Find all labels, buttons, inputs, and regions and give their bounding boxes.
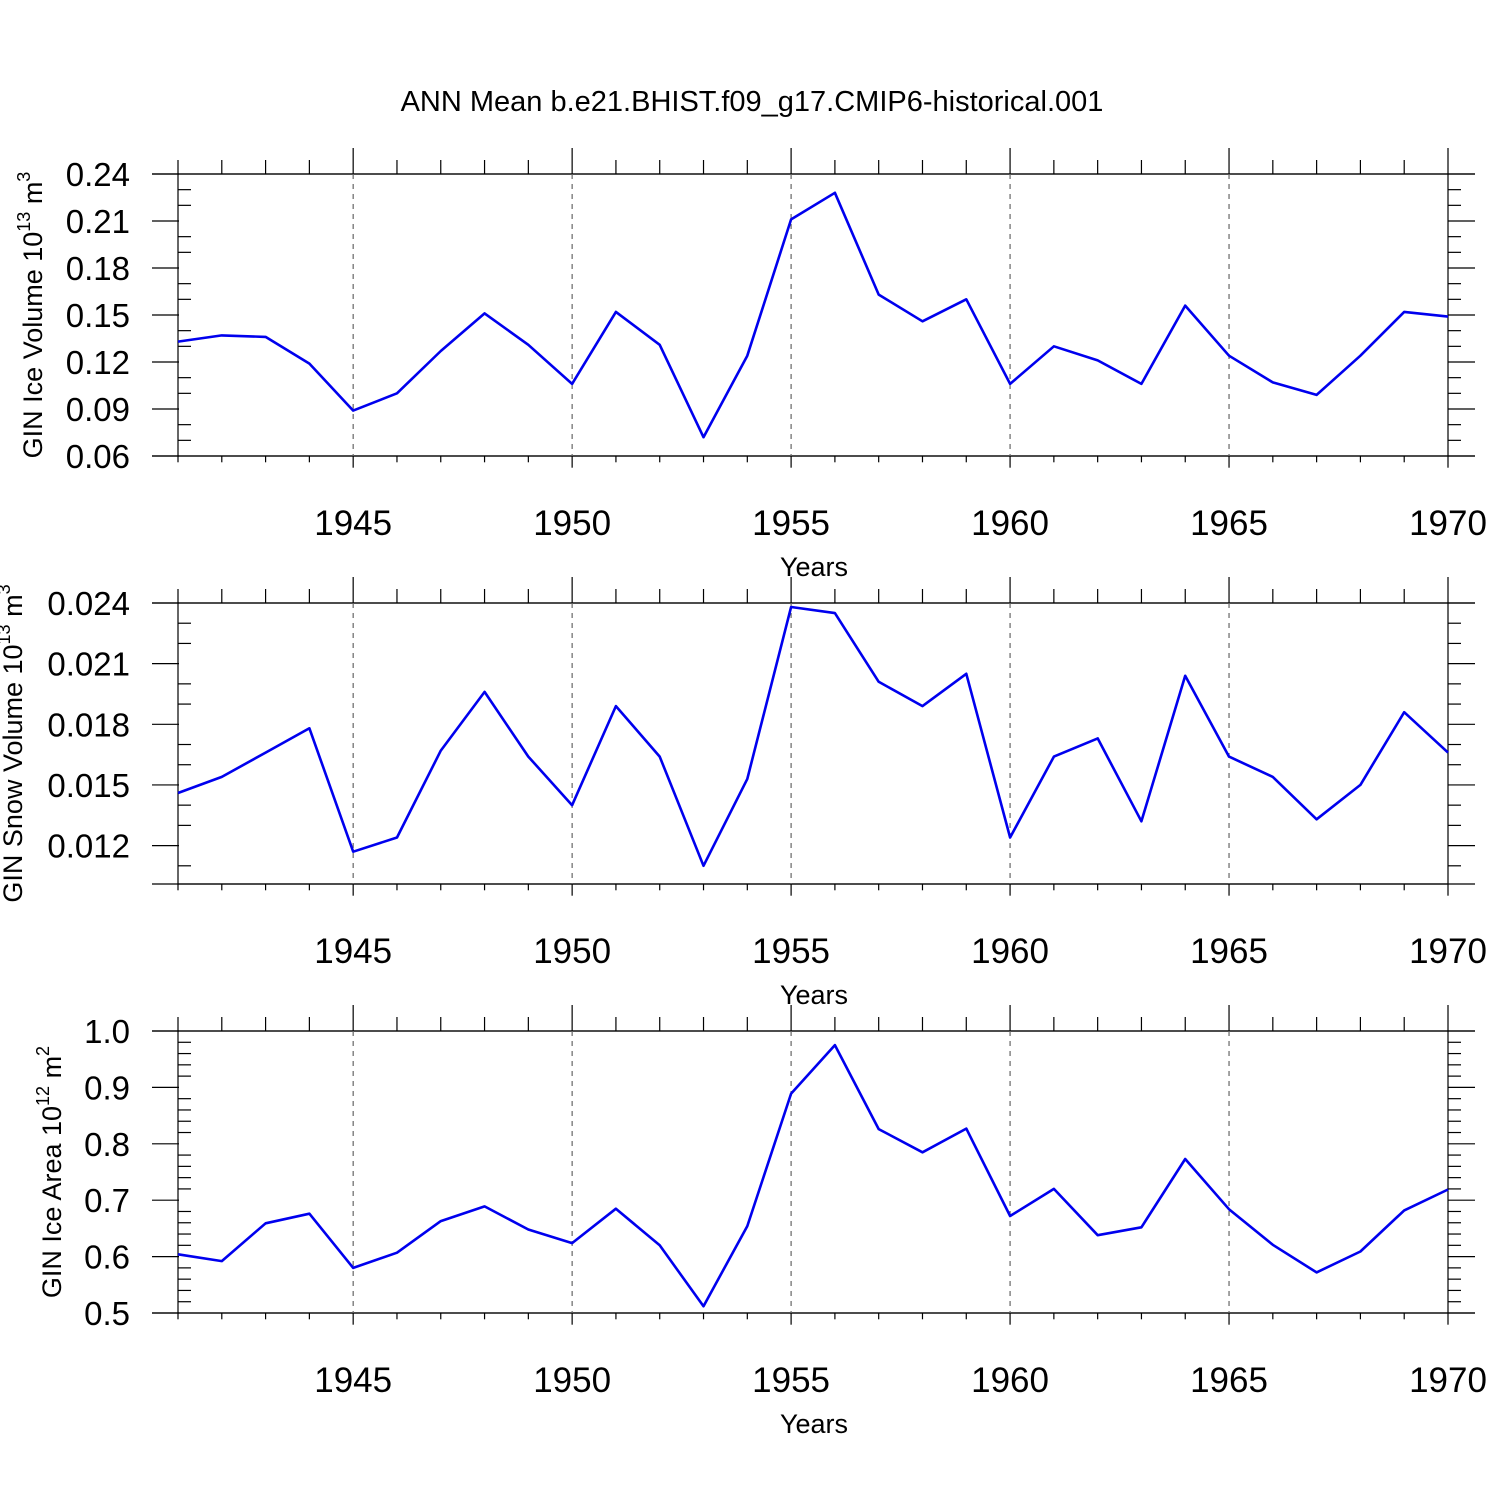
panel-3: 1945 1950 1955 1960 1965 1970 Years 0.5 0.6 0.7 0.… [33,1005,1487,1439]
panels: 1945 1950 1955 1960 1965 1970 Years 0.06 0.09 0.1… [0,148,1487,1439]
y-axis-title: GIN Snow Volume 1013 m3 [0,584,28,902]
y-tick-label: 0.018 [47,706,130,743]
y-tick-label: 0.6 [84,1239,130,1276]
y-tick-label: 0.8 [84,1126,130,1163]
x-tick-label: 1965 [1190,1361,1268,1400]
y-tick-label: 0.24 [66,156,130,193]
y-tick-label: 0.7 [84,1182,130,1219]
series-line [177,191,1449,439]
x-tick-label: 1960 [971,1361,1049,1400]
y-tick-label: 0.015 [47,767,130,804]
y-axis-title-part: m [0,594,28,624]
x-tick-label: 1970 [1409,932,1487,971]
y-tick-label: 0.18 [66,250,130,287]
y-tick-label: 0.21 [66,203,130,240]
chart-title: ANN Mean b.e21.BHIST.f09_g17.CMIP6-histo… [401,86,1104,118]
y-axis-title-exponent: 2 [33,1046,53,1056]
series-line [177,1043,1449,1308]
y-tick-label: 0.024 [47,585,130,622]
y-tick-label: 1.0 [84,1013,130,1050]
x-axis-title: Years [780,1409,848,1439]
x-tick-label: 1955 [752,1361,830,1400]
y-tick-label: 0.06 [66,438,130,475]
panel-2: 1945 1950 1955 1960 1965 1970 Years 0.012 0.015 0… [0,577,1487,1010]
y-axis-title-exponent: 3 [14,172,34,182]
y-axis-title-part: m [18,182,48,212]
x-tick-label: 1945 [314,1361,392,1400]
y-tick-label: 0.15 [66,297,130,334]
y-axis-title-exponent: 12 [33,1086,53,1106]
x-tick-label: 1960 [971,504,1049,543]
y-axis-title-exponent: 13 [0,624,14,644]
x-axis-title: Years [780,552,848,582]
x-tick-label: 1955 [752,504,830,543]
y-tick-label: 0.012 [47,828,130,865]
y-tick-label: 0.5 [84,1295,130,1332]
y-axis-title-part: GIN Snow Volume 10 [0,644,28,902]
y-axis-title: GIN Ice Area 1012 m2 [33,1046,67,1298]
y-axis-title: GIN Ice Volume 1013 m3 [14,172,48,459]
y-axis-title-part: m [37,1056,67,1086]
x-tick-label: 1950 [533,932,611,971]
x-axis-title: Years [780,980,848,1010]
x-tick-label: 1945 [314,932,392,971]
y-axis-title-exponent: 3 [0,584,14,594]
series-line [177,605,1449,868]
y-tick-label: 0.12 [66,344,130,381]
x-tick-label: 1950 [533,504,611,543]
x-tick-label: 1970 [1409,1361,1487,1400]
x-tick-label: 1955 [752,932,830,971]
x-tick-label: 1970 [1409,504,1487,543]
x-tick-label: 1945 [314,504,392,543]
y-tick-label: 0.9 [84,1069,130,1106]
y-axis-title-part: GIN Ice Area 10 [37,1106,67,1298]
x-tick-label: 1950 [533,1361,611,1400]
panel-1: 1945 1950 1955 1960 1965 1970 Years 0.06 0.09 0.1… [14,148,1487,582]
x-tick-label: 1965 [1190,932,1268,971]
y-axis-title-part: GIN Ice Volume 10 [18,232,48,459]
y-axis-title-exponent: 13 [14,212,34,232]
x-tick-label: 1960 [971,932,1049,971]
y-tick-label: 0.021 [47,646,130,683]
x-tick-label: 1965 [1190,504,1268,543]
y-tick-label: 0.09 [66,391,130,428]
